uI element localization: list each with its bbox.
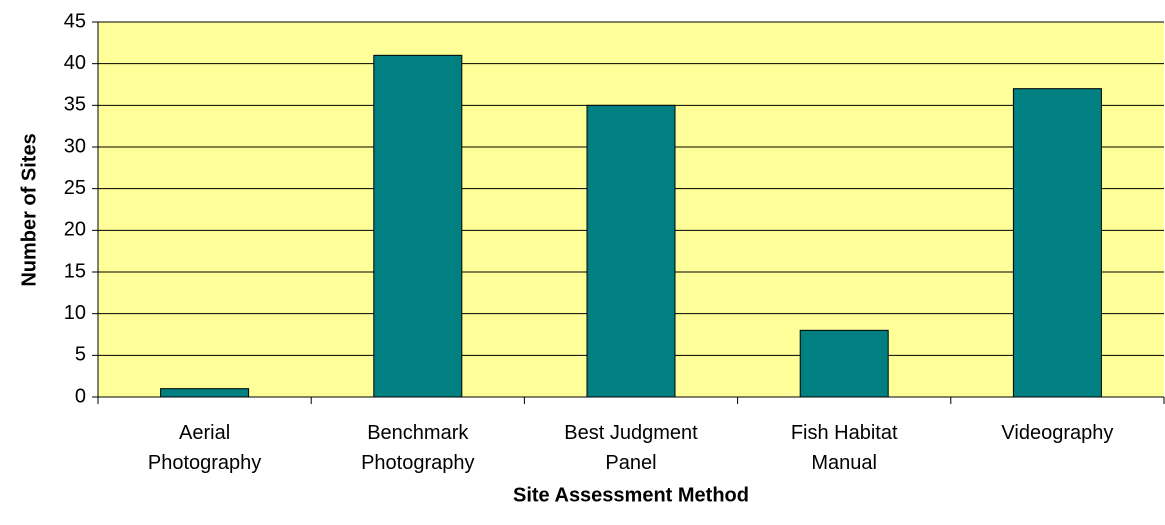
x-tick-label: Videography (1001, 422, 1114, 444)
bar (586, 104, 676, 398)
bar (160, 388, 250, 398)
x-tick-label: Aerial Photography (147, 422, 262, 474)
y-tick-label: 15 (64, 260, 86, 282)
x-tick-label: Fish Habitat Manual (790, 422, 898, 474)
bar (799, 329, 889, 398)
y-tick-label: 20 (64, 219, 86, 241)
y-tick-label: 25 (64, 177, 86, 199)
y-tick-label: 0 (75, 385, 86, 407)
y-tick-label: 5 (75, 344, 86, 366)
y-tick-label: 45 (64, 10, 86, 32)
x-tick-label: Benchmark Photography (361, 422, 475, 474)
y-axis-label: Number of Sites (18, 133, 40, 286)
y-tick-label: 35 (64, 94, 86, 116)
bar (373, 54, 463, 398)
y-tick-label: 10 (64, 302, 86, 324)
bar (1012, 88, 1102, 398)
x-axis-label: Site Assessment Method (513, 484, 749, 506)
x-tick-label: Best Judgment Panel (564, 422, 698, 474)
y-tick-label: 30 (64, 135, 86, 157)
y-tick-label: 40 (64, 52, 86, 74)
